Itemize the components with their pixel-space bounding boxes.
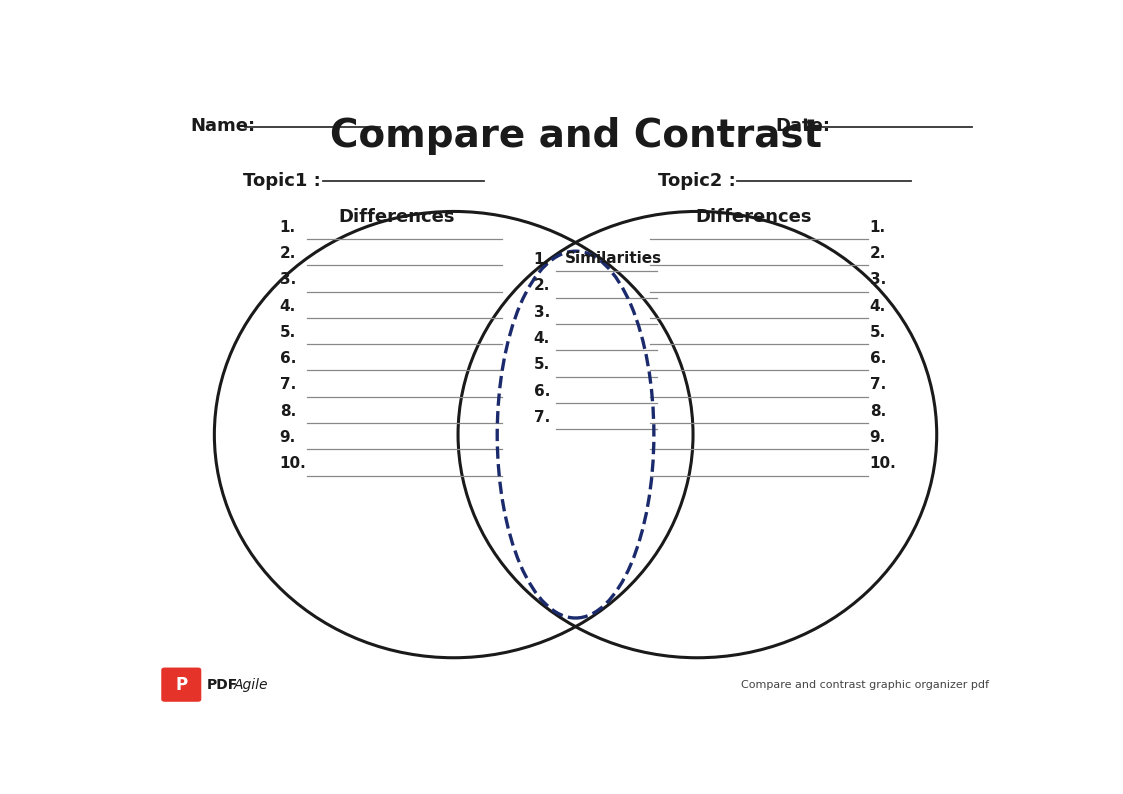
Text: 9.: 9. (280, 430, 295, 445)
Text: 6.: 6. (869, 351, 886, 366)
Text: 2.: 2. (869, 246, 886, 261)
Text: Topic2 :: Topic2 : (658, 172, 736, 190)
Text: 2.: 2. (280, 246, 296, 261)
Text: 5.: 5. (280, 325, 295, 340)
Text: 1.: 1. (280, 220, 295, 235)
Text: 7.: 7. (280, 377, 295, 392)
Text: Topic1 :: Topic1 : (243, 172, 321, 190)
Text: Agile: Agile (234, 677, 268, 692)
Text: 4.: 4. (280, 299, 295, 314)
Text: Compare and Contrast: Compare and Contrast (329, 117, 822, 155)
Text: 5.: 5. (869, 325, 886, 340)
Text: 1.: 1. (533, 252, 550, 267)
Text: Compare and contrast graphic organizer pdf: Compare and contrast graphic organizer p… (741, 680, 989, 690)
Text: 8.: 8. (869, 403, 886, 418)
Text: 6.: 6. (533, 384, 550, 399)
Text: 3.: 3. (280, 272, 295, 287)
Text: 8.: 8. (280, 403, 295, 418)
Text: Differences: Differences (339, 208, 455, 226)
Text: 9.: 9. (869, 430, 886, 445)
Text: 1.: 1. (869, 220, 886, 235)
FancyBboxPatch shape (162, 668, 201, 702)
Text: PDF: PDF (207, 677, 238, 692)
Text: Similarities: Similarities (565, 251, 661, 265)
Text: 3.: 3. (869, 272, 886, 287)
Text: Date:: Date: (776, 117, 831, 135)
Text: 4.: 4. (533, 331, 550, 346)
Text: 4.: 4. (869, 299, 886, 314)
Text: 10.: 10. (869, 457, 896, 472)
Text: 5.: 5. (533, 357, 550, 372)
Text: 7.: 7. (533, 410, 550, 425)
Text: 2.: 2. (533, 279, 550, 293)
Text: 10.: 10. (280, 457, 307, 472)
Text: 6.: 6. (280, 351, 296, 366)
Text: Name:: Name: (190, 117, 255, 135)
Text: 3.: 3. (533, 305, 550, 320)
Text: P: P (175, 676, 188, 694)
Text: 7.: 7. (869, 377, 886, 392)
Text: Differences: Differences (696, 208, 812, 226)
